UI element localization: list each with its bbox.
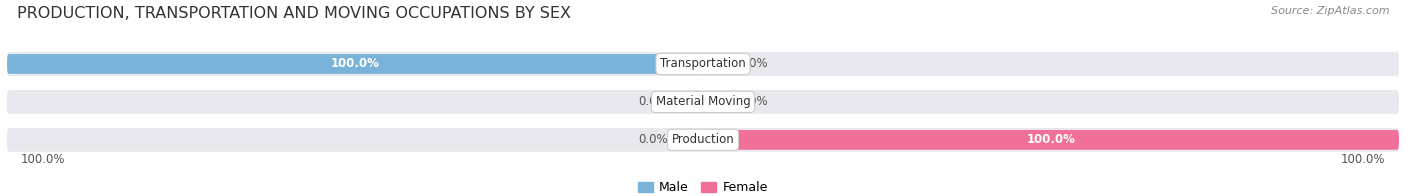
FancyBboxPatch shape <box>703 54 731 74</box>
FancyBboxPatch shape <box>703 92 731 112</box>
Text: 0.0%: 0.0% <box>638 95 668 108</box>
FancyBboxPatch shape <box>703 90 1399 114</box>
Text: 0.0%: 0.0% <box>638 133 668 146</box>
FancyBboxPatch shape <box>7 128 1399 152</box>
FancyBboxPatch shape <box>7 52 1399 76</box>
FancyBboxPatch shape <box>7 128 703 152</box>
FancyBboxPatch shape <box>675 130 703 150</box>
FancyBboxPatch shape <box>703 130 1399 150</box>
Text: 100.0%: 100.0% <box>330 57 380 71</box>
Text: PRODUCTION, TRANSPORTATION AND MOVING OCCUPATIONS BY SEX: PRODUCTION, TRANSPORTATION AND MOVING OC… <box>17 6 571 21</box>
Text: 0.0%: 0.0% <box>738 95 768 108</box>
Text: 100.0%: 100.0% <box>21 153 66 166</box>
Text: 0.0%: 0.0% <box>738 57 768 71</box>
Text: 100.0%: 100.0% <box>1026 133 1076 146</box>
FancyBboxPatch shape <box>7 52 703 76</box>
Text: Material Moving: Material Moving <box>655 95 751 108</box>
FancyBboxPatch shape <box>7 54 703 74</box>
FancyBboxPatch shape <box>675 92 703 112</box>
FancyBboxPatch shape <box>703 128 1399 152</box>
Text: 100.0%: 100.0% <box>1340 153 1385 166</box>
Text: Transportation: Transportation <box>661 57 745 71</box>
FancyBboxPatch shape <box>703 52 1399 76</box>
Legend: Male, Female: Male, Female <box>633 176 773 196</box>
Text: Source: ZipAtlas.com: Source: ZipAtlas.com <box>1271 6 1389 16</box>
FancyBboxPatch shape <box>7 90 703 114</box>
FancyBboxPatch shape <box>7 90 1399 114</box>
Text: Production: Production <box>672 133 734 146</box>
